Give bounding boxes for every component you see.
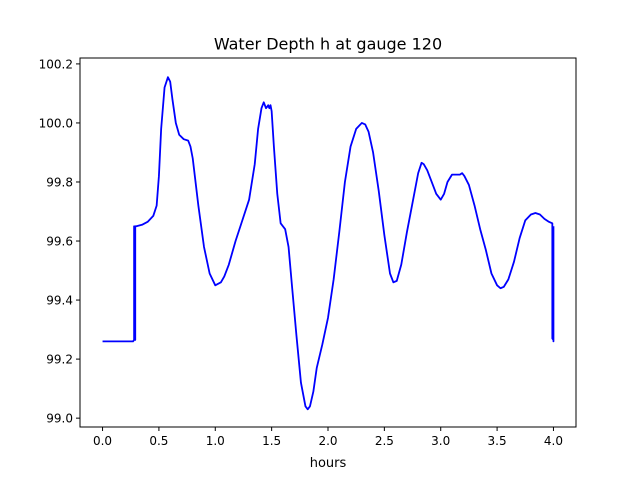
x-tick-label: 3.0 (431, 434, 450, 448)
x-tick-label: 0.5 (149, 434, 168, 448)
axes-frame (79, 57, 577, 428)
y-tick-label: 99.4 (46, 294, 73, 308)
y-tick-label: 99.6 (46, 235, 73, 249)
plot-data-group (102, 76, 555, 411)
x-tick-label: 4.0 (544, 434, 563, 448)
x-axis-ticks: 0.0 0.5 1.0 1.5 2.0 2.5 3.0 3.5 4.0 (93, 427, 563, 448)
y-tick-label: 99.2 (46, 353, 73, 367)
x-axis-label: hours (310, 456, 347, 471)
chart-title: Water Depth h at gauge 120 (214, 35, 442, 54)
y-tick-label: 99.0 (46, 412, 73, 426)
x-tick-label: 2.0 (318, 434, 337, 448)
x-tick-label: 3.5 (488, 434, 507, 448)
x-tick-label: 1.5 (262, 434, 281, 448)
x-tick-label: 1.0 (206, 434, 225, 448)
series-line-0 (102, 76, 555, 411)
y-tick-label: 99.8 (46, 175, 73, 189)
x-tick-label: 2.5 (375, 434, 394, 448)
y-tick-label: 100.2 (39, 57, 73, 71)
x-tick-label: 0.0 (93, 434, 112, 448)
y-axis-ticks: 99.0 99.2 99.4 99.6 99.8 100.0 100.2 (39, 57, 80, 426)
y-tick-label: 100.0 (39, 116, 73, 130)
